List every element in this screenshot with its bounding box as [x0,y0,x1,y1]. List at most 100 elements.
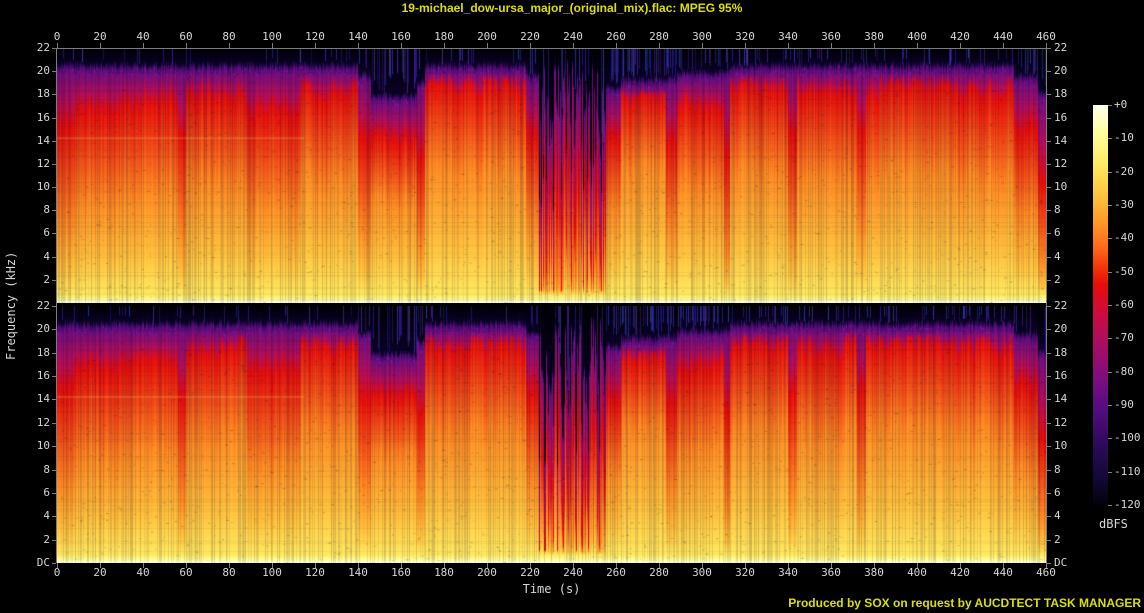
x-axis-tick-label: 280 [649,566,669,579]
freq-axis-tick [1047,280,1051,281]
x-axis-tick-label: 180 [434,566,454,579]
freq-axis-tick [1047,423,1051,424]
x-axis-tick-label: 400 [907,30,927,43]
x-axis-tick [100,43,101,48]
x-axis-tick-label: 300 [692,30,712,43]
freq-axis-tick-label: 18 [1054,346,1068,359]
x-axis-tick-label: 260 [606,30,626,43]
spectrogram-left-channel [57,48,1046,303]
x-axis-tick-label: 360 [821,566,841,579]
freq-axis-tick [1047,493,1051,494]
colorbar-tick [1108,205,1112,206]
x-axis-tick [57,563,58,568]
freq-axis-tick-label: 16 [1054,369,1068,382]
x-axis-tick-label: 240 [563,566,583,579]
x-axis-tick-label: 160 [391,30,411,43]
colorbar-tick-label: -100 [1114,431,1141,444]
x-axis-tick-label: 380 [864,30,884,43]
plot-top-axis-line [56,48,1047,49]
freq-axis-tick-label: 12 [36,416,50,429]
x-axis-tick [960,563,961,568]
freq-axis-tick-label: 8 [43,203,50,216]
freq-axis-tick [52,210,56,211]
freq-axis-tick [52,164,56,165]
colorbar-tick-label: -10 [1114,131,1134,144]
freq-axis-tick [1047,94,1051,95]
freq-axis-tick-label: 2 [43,273,50,286]
freq-axis-tick [52,306,56,307]
colorbar-tick-label: -80 [1114,365,1134,378]
x-axis-tick [530,563,531,568]
x-axis-tick [659,43,660,48]
freq-axis-tick [52,399,56,400]
time-axis-title: Time (s) [522,582,581,596]
freq-axis-tick [52,353,56,354]
x-axis-tick-label: 100 [262,566,282,579]
x-axis-tick [788,563,789,568]
x-axis-tick [186,43,187,48]
x-axis-tick-label: 440 [993,566,1013,579]
footer-credit: Produced by SOX on request by AUCDTECT T… [788,596,1141,610]
x-axis-tick-label: 0 [53,30,61,43]
x-axis-tick [229,43,230,48]
x-axis-tick [788,43,789,48]
freq-axis-tick-label: 22 [36,299,50,312]
colorbar-tick [1108,505,1112,506]
colorbar-tick-label: -90 [1114,398,1134,411]
x-axis-tick-label: 40 [136,30,150,43]
freq-axis-tick [1047,353,1051,354]
freq-axis-tick [52,376,56,377]
colorbar-tick [1108,138,1112,139]
x-axis-tick-label: 320 [735,566,755,579]
freq-axis-tick-label: 4 [43,509,50,522]
x-axis-tick-label: 300 [692,566,712,579]
freq-axis-tick-label: 2 [1054,273,1061,286]
freq-axis-tick [1047,187,1051,188]
freq-axis-tick-label: 16 [1054,111,1068,124]
freq-axis-tick [1047,257,1051,258]
freq-axis-tick [52,187,56,188]
x-axis-tick [616,43,617,48]
freq-axis-tick-label: 12 [1054,416,1068,429]
freq-axis-tick-label: 10 [36,439,50,452]
freq-axis-tick-label: 22 [1054,41,1068,54]
freq-axis-tick [52,540,56,541]
freq-axis-tick-label: 20 [36,64,50,77]
frequency-axis-title: Frequency (kHz) [4,251,18,360]
x-axis-tick-label: 280 [649,30,669,43]
x-axis-tick-label: 120 [305,30,325,43]
colorbar-tick-label: -30 [1114,198,1134,211]
x-axis-tick [874,43,875,48]
x-axis-tick [745,563,746,568]
x-axis-tick [487,563,488,568]
x-axis-tick-label: 100 [262,30,282,43]
colorbar-tick [1108,438,1112,439]
x-axis-tick [573,43,574,48]
colorbar-tick [1108,105,1112,106]
freq-axis-tick-label: 22 [36,41,50,54]
x-axis-tick-label: 120 [305,566,325,579]
x-axis-tick [616,563,617,568]
freq-axis-tick-label: 10 [1054,439,1068,452]
freq-axis-tick [52,233,56,234]
x-axis-tick-label: 340 [778,566,798,579]
x-axis-tick-label: 340 [778,30,798,43]
x-axis-tick-label: 440 [993,30,1013,43]
freq-axis-tick-label: 16 [36,111,50,124]
freq-axis-tick [52,141,56,142]
x-axis-tick [573,563,574,568]
x-axis-tick-label: 0 [53,566,61,579]
freq-axis-tick [52,470,56,471]
spectrogram-right-channel [57,306,1046,563]
freq-axis-tick-label: 8 [43,463,50,476]
colorbar-tick-label: -20 [1114,165,1134,178]
x-axis-tick-label: 320 [735,30,755,43]
x-axis-tick [917,43,918,48]
freq-axis-tick-label: 2 [43,533,50,546]
x-axis-tick-label: 180 [434,30,454,43]
page-title: 19-michael_dow-ursa_major_(original_mix)… [401,1,743,15]
colorbar-tick [1108,272,1112,273]
x-axis-tick [358,43,359,48]
freq-axis-tick [52,493,56,494]
